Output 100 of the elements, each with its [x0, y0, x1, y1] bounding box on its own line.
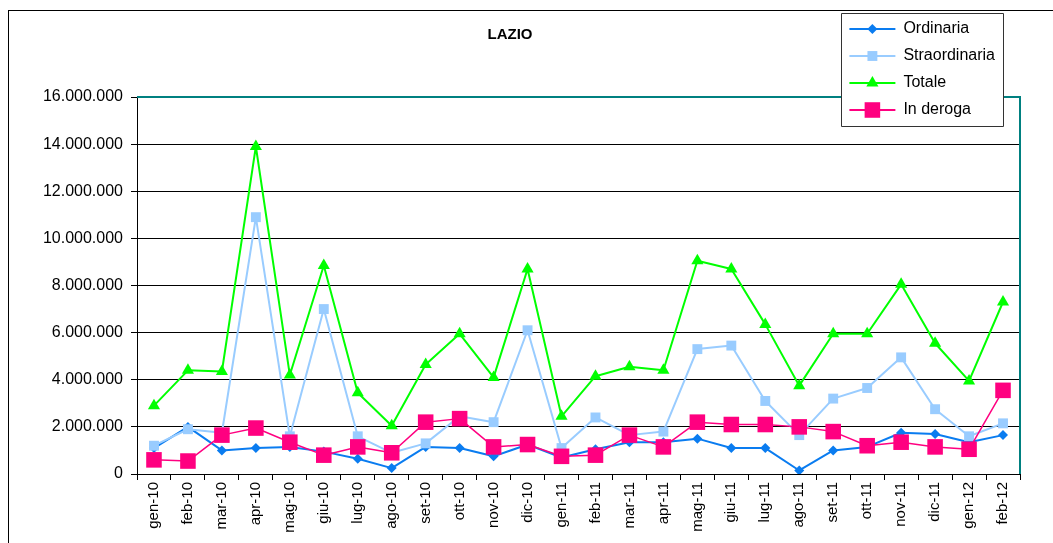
y-tick-label: 0	[114, 464, 124, 482]
point	[488, 417, 499, 428]
point	[352, 453, 363, 464]
point	[555, 409, 568, 420]
x-tick-label: dic-10	[517, 482, 535, 523]
point	[485, 439, 502, 455]
point	[553, 448, 570, 465]
x-tick-label: mag-11	[687, 482, 705, 532]
point	[658, 426, 669, 437]
point	[451, 410, 468, 427]
point	[522, 325, 533, 336]
legend-label: Ordinaria	[903, 19, 970, 37]
point	[214, 427, 230, 443]
point	[726, 340, 737, 351]
point	[760, 443, 771, 454]
x-tick-label: ott-10	[449, 482, 467, 521]
x-tick-label: mag-10	[279, 482, 297, 533]
point	[793, 378, 806, 390]
point	[827, 326, 840, 338]
point	[896, 352, 907, 363]
point	[351, 385, 364, 397]
x-tick-label: giu-11	[721, 482, 739, 523]
x-tick-label: apr-10	[246, 482, 264, 526]
point	[250, 443, 261, 454]
y-tick-label: 14.000.000	[42, 134, 124, 152]
point	[791, 419, 808, 435]
legend-label: In deroga	[903, 100, 972, 118]
point	[995, 382, 1011, 399]
point	[589, 369, 602, 380]
point	[930, 404, 941, 415]
point	[760, 396, 771, 406]
legend-label: Straordinaria	[903, 46, 996, 64]
point	[927, 439, 943, 455]
point	[726, 443, 737, 454]
point	[587, 447, 604, 463]
chart-title: LAZIO	[487, 25, 533, 43]
point	[692, 344, 703, 355]
point	[963, 373, 976, 385]
point	[453, 326, 466, 338]
point	[454, 443, 465, 454]
point	[998, 430, 1009, 441]
point	[283, 368, 296, 379]
point	[895, 277, 908, 288]
point	[419, 357, 432, 368]
point	[487, 370, 500, 381]
y-tick-label: 8.000.000	[51, 275, 124, 293]
point	[692, 433, 703, 444]
point	[349, 439, 366, 455]
point	[862, 383, 873, 393]
point	[998, 418, 1008, 429]
point	[689, 414, 706, 430]
point	[723, 416, 740, 433]
x-tick-label: nov-10	[483, 482, 501, 528]
x-tick-label: set-10	[415, 482, 433, 524]
x-tick-label: feb-10	[178, 482, 196, 525]
x-tick-label: gen-11	[551, 482, 569, 528]
x-tick-label: ago-10	[381, 482, 399, 529]
y-tick-label: 6.000.000	[51, 323, 124, 341]
point	[691, 253, 704, 265]
x-tick-label: lug-11	[755, 482, 773, 523]
x-tick-label: mar-11	[619, 482, 637, 529]
point	[794, 465, 805, 474]
point	[282, 434, 298, 450]
point	[248, 420, 264, 436]
point	[825, 423, 841, 440]
point	[249, 139, 262, 150]
legend-label: Totale	[903, 73, 947, 91]
x-tick-label: mar-10	[212, 482, 230, 530]
x-tick-label: apr-11	[653, 482, 671, 525]
x-tick-label: lug-10	[347, 482, 365, 524]
point	[655, 439, 672, 455]
x-tick-label: set-11	[823, 482, 841, 523]
point	[930, 428, 941, 439]
point	[859, 437, 875, 454]
point	[828, 445, 839, 456]
point	[180, 453, 196, 469]
point	[317, 258, 330, 269]
point	[964, 431, 975, 442]
point	[623, 359, 636, 371]
y-tick-label: 16.000.000	[42, 87, 124, 105]
y-tick-label: 10.000.000	[42, 228, 124, 246]
point	[961, 441, 977, 458]
point	[215, 364, 228, 375]
point	[181, 363, 194, 374]
point	[929, 336, 942, 347]
point	[861, 326, 874, 338]
point	[146, 452, 162, 468]
point	[385, 418, 398, 430]
point	[759, 317, 772, 328]
point	[725, 262, 738, 273]
x-tick-label: ago-11	[789, 482, 807, 528]
point	[417, 414, 434, 430]
x-tick-label: nov-11	[891, 482, 909, 527]
point	[757, 416, 774, 433]
x-tick-label: feb-12	[993, 482, 1011, 525]
point	[893, 434, 909, 450]
point	[318, 304, 329, 315]
point	[828, 393, 839, 404]
point	[147, 398, 161, 410]
point	[657, 363, 670, 374]
